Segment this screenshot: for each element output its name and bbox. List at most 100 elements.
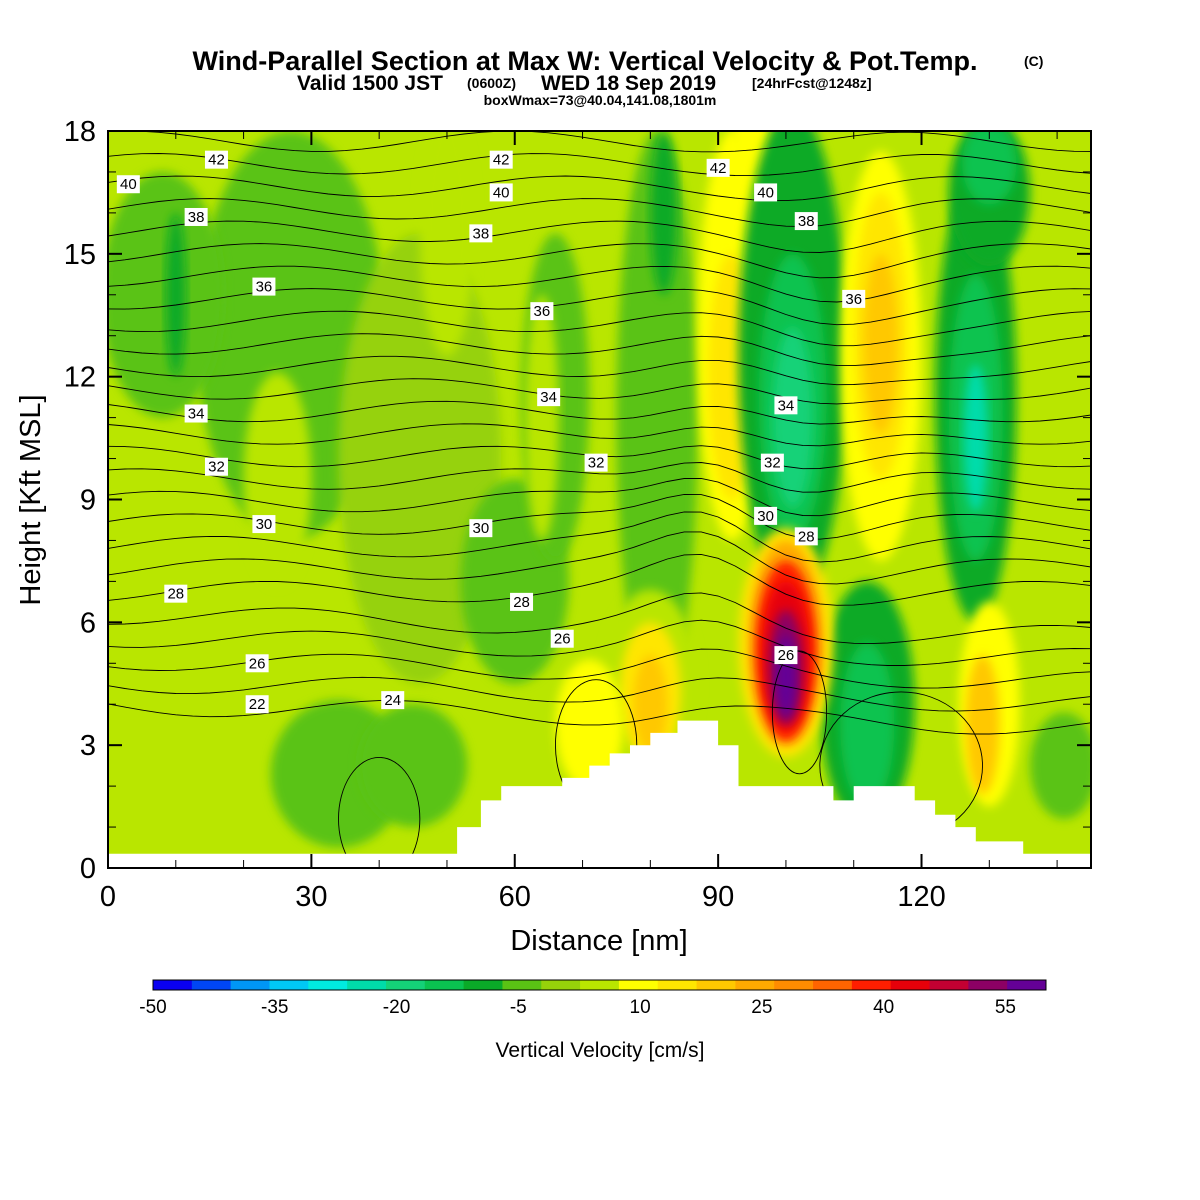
colorbar-swatch	[191, 980, 232, 990]
colorbar	[152, 979, 1047, 991]
axis-ticks	[107, 130, 1091, 869]
contour-label-text: 26	[778, 647, 795, 664]
velocity-cell	[616, 131, 698, 705]
contour-label-text: 38	[473, 225, 490, 242]
contour-label-text: 32	[588, 455, 605, 472]
theta-contour	[108, 131, 1091, 153]
colorbar-swatch	[735, 980, 775, 990]
contour-label-box	[550, 629, 574, 648]
colorbar-tick-label: -5	[510, 997, 527, 1018]
theta-contour	[108, 619, 1091, 666]
contour-label-text: 32	[764, 455, 781, 472]
subtitle-zulu: (0600Z)	[467, 75, 516, 91]
contour-label: 34	[184, 404, 208, 423]
contour-label-box	[245, 654, 269, 673]
box-wmax-info: boxWmax=73@40.04,141.08,1801m	[484, 92, 717, 108]
contour-label-text: 36	[534, 303, 551, 320]
contour-label-text: 30	[757, 508, 774, 525]
theta-contour	[108, 700, 1091, 735]
contour-label-text: 24	[384, 692, 401, 709]
theta-contour	[108, 553, 1091, 606]
contour-label-box	[184, 207, 208, 226]
theta-contour	[108, 355, 1091, 386]
contour-label-box	[794, 527, 818, 546]
y-tick-label: 3	[80, 730, 96, 762]
contour-label-box	[584, 453, 608, 472]
contour-label-box	[184, 404, 208, 423]
contour-label-text: 22	[249, 696, 266, 713]
theta-contour	[108, 477, 1091, 517]
y-tick-label: 9	[80, 485, 96, 517]
y-axis-tick-labels: 0 3 6 9 12 15 18	[64, 116, 96, 885]
velocity-cell	[243, 372, 312, 586]
contour-label: 22	[245, 695, 269, 714]
theta-contour	[108, 400, 1091, 425]
colorbar-tick-label: 25	[751, 997, 772, 1018]
theta-contour	[108, 676, 1091, 712]
contour-label-text: 42	[710, 160, 727, 177]
velocity-cell	[840, 642, 895, 807]
contour-label-box	[469, 519, 493, 538]
contour-label: 42	[706, 158, 730, 177]
contour-label-text: 40	[120, 176, 137, 193]
copyright-mark: (C)	[1024, 53, 1043, 69]
contour-label: 28	[510, 592, 534, 611]
x-tick-label: 120	[897, 881, 945, 913]
chart-title: Wind-Parallel Section at Max W: Vertical…	[193, 46, 978, 76]
x-tick-label: 30	[295, 881, 327, 913]
velocity-cell	[108, 171, 224, 418]
contour-label-text: 40	[493, 184, 510, 201]
subtitle-forecast: [24hrFcst@1248z]	[752, 75, 871, 91]
colorbar-swatch	[502, 980, 542, 990]
theta-contour	[108, 511, 1091, 563]
contour-label-text: 34	[540, 389, 557, 406]
colorbar-swatch	[657, 980, 698, 990]
velocity-cell	[772, 327, 814, 508]
velocity-cell	[338, 233, 502, 684]
velocity-cell	[863, 253, 898, 434]
colorbar-swatch	[968, 980, 1008, 990]
contour-label-text: 42	[208, 152, 225, 169]
contour-label: 34	[537, 388, 561, 407]
contour-label: 32	[760, 453, 784, 472]
theta-contour	[771, 650, 828, 775]
contour-label-text: 34	[778, 397, 795, 414]
contour-label-text: 38	[798, 213, 815, 230]
y-axis-label: Height [Kft MSL]	[15, 394, 47, 605]
contour-label-box	[469, 224, 493, 243]
theta-contour	[108, 592, 1091, 645]
contour-label: 30	[469, 519, 493, 538]
contour-label-text: 38	[188, 209, 205, 226]
contour-label-box	[760, 453, 784, 472]
velocity-cell	[965, 655, 1000, 795]
velocity-cell	[165, 212, 186, 377]
x-tick-label: 60	[499, 881, 531, 913]
colorbar-tick-label: -50	[139, 997, 166, 1018]
colorbar-swatch	[929, 980, 969, 990]
colorbar-tick-label: 55	[995, 997, 1016, 1018]
contour-label-box	[489, 183, 513, 202]
colorbar-swatch	[890, 980, 931, 990]
velocity-cell	[962, 131, 1017, 205]
contour-label: 36	[842, 289, 866, 308]
colorbar-tick-label: 40	[873, 997, 894, 1018]
potential-temperature-contours	[108, 131, 1091, 868]
contour-label: 24	[381, 691, 405, 710]
colorbar-label: Vertical Velocity [cm/s]	[496, 1039, 705, 1062]
velocity-cell	[650, 131, 678, 295]
colorbar-tick-labels: -50 -35 -20 -5 10 25 40 55	[139, 997, 1016, 1018]
theta-contour	[338, 757, 421, 868]
contour-label-box	[164, 584, 188, 603]
contour-label-box	[252, 277, 276, 296]
contour-label-box	[774, 646, 798, 665]
colorbar-swatch	[618, 980, 659, 990]
x-tick-label: 90	[702, 881, 734, 913]
theta-contour	[108, 265, 1091, 303]
colorbar-swatch	[541, 980, 581, 990]
theta-contour	[108, 333, 1091, 367]
contour-label-text: 28	[798, 528, 815, 545]
contour-label: 38	[794, 212, 818, 231]
contour-label: 42	[489, 150, 513, 169]
theta-contour	[108, 243, 1091, 279]
colorbar-swatch	[308, 980, 348, 990]
